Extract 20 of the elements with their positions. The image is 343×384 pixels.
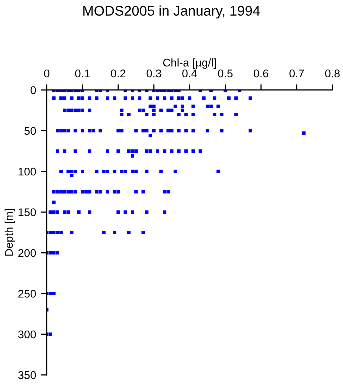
chart-title: MODS2005 in January, 1994 [84,6,260,19]
x-tick-label: 0.5 [218,70,233,78]
x-tick-label: 0.8 [325,70,340,78]
y-tick-label: 350 [18,371,36,380]
y-tick-label: 250 [18,290,36,298]
x-tick-label: 0.1 [75,70,90,78]
x-tick-label: 0.2 [111,70,126,78]
y-tick-label: 300 [18,330,36,339]
y-tick-label: 100 [18,168,36,176]
x-tick-label: 0.3 [146,70,162,78]
y-tick-label: 150 [18,208,36,216]
y-axis-title: Depth [m] [4,209,16,256]
y-tick-label: 50 [24,127,36,136]
x-tick-label: 0.7 [290,70,304,78]
x-axis-title: Chl-a [µg/l] [163,58,216,69]
y-tick-label: 0 [30,86,36,94]
x-tick-label: 0.6 [254,70,269,78]
y-tick-label: 200 [18,249,36,258]
x-tick-label: 0 [44,70,50,78]
x-tick-label: 0.4 [182,70,198,78]
